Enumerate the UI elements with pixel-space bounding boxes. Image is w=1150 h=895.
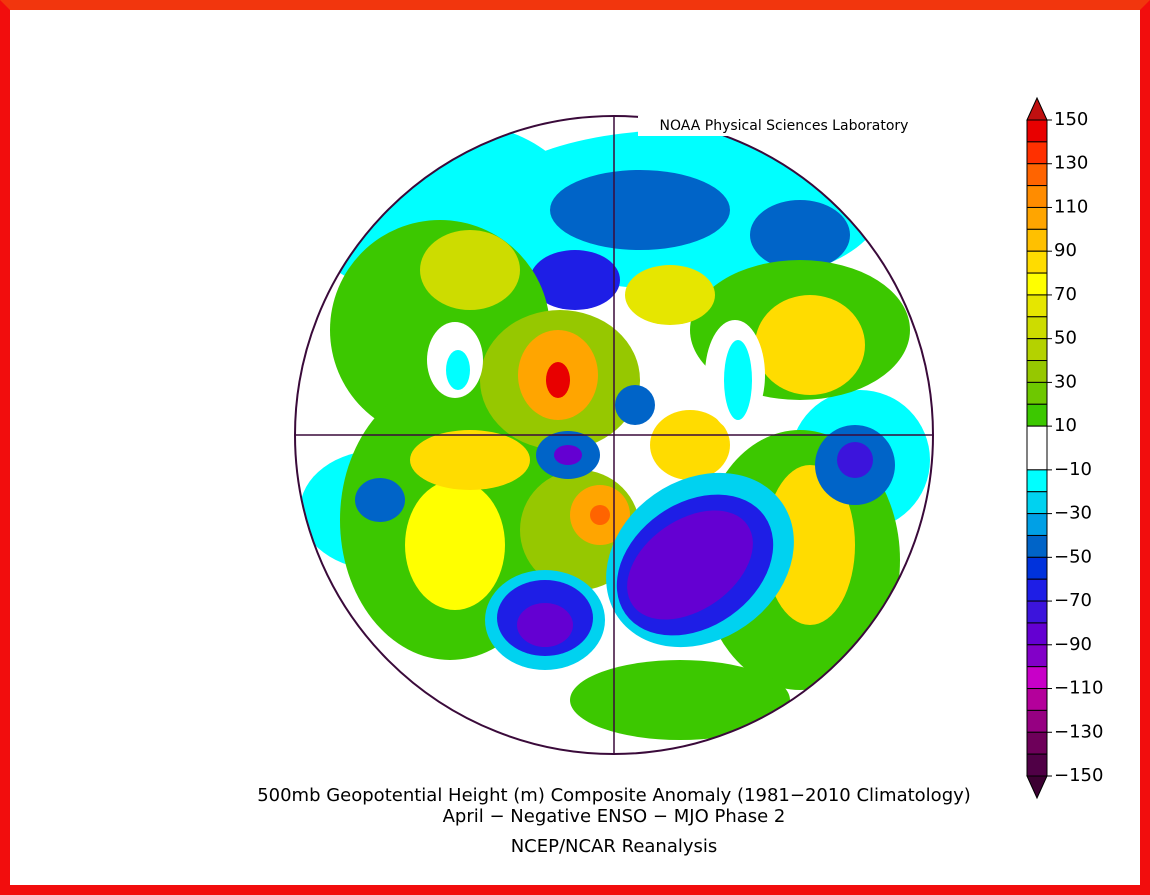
colorbar-box [1026, 513, 1048, 536]
title: 500mb Geopotential Height (m) Composite … [257, 785, 971, 806]
anomaly-region [405, 480, 505, 610]
colorbar-box [1026, 556, 1048, 580]
anomaly-region [546, 362, 570, 398]
colorbar-box [1026, 185, 1048, 208]
colorbar-box [1026, 688, 1048, 711]
anomaly-region [837, 442, 873, 478]
colorbar-label: 110 [1054, 196, 1088, 217]
colorbar-label: 70 [1054, 284, 1077, 305]
colorbar-box [1026, 250, 1048, 274]
credit-background [638, 116, 930, 136]
colorbar-box [1026, 578, 1048, 602]
colorbar-label: −50 [1054, 546, 1092, 567]
colorbar-box [1026, 294, 1048, 318]
colorbar-box [1026, 272, 1048, 296]
anomaly-region [570, 660, 790, 740]
anomaly-region [530, 250, 620, 310]
colorbar: 150 130 110 90 70 50 30 10 −10 −30 −50 −70 −90 −110 −1… [1026, 96, 1103, 800]
anomaly-region [765, 465, 855, 625]
colorbar-box [1026, 119, 1048, 143]
colorbar-label: −90 [1054, 634, 1092, 655]
anomaly-region [410, 430, 530, 490]
colorbar-label: 30 [1054, 371, 1077, 392]
anomaly-region [420, 230, 520, 310]
colorbar-label: 10 [1054, 415, 1077, 436]
colorbar-box [1026, 644, 1048, 668]
anomaly-region [355, 478, 405, 522]
anomaly-region [554, 445, 582, 465]
colorbar-under [1026, 775, 1048, 800]
colorbar-label: 90 [1054, 240, 1077, 261]
credit: NOAA Physical Sciences Laboratory [660, 118, 909, 134]
anomaly-region [750, 200, 850, 270]
colorbar-label: −70 [1054, 590, 1092, 611]
source: NCEP/NCAR Reanalysis [511, 836, 718, 857]
colorbar-box [1026, 622, 1048, 646]
colorbar-box [1026, 360, 1048, 383]
colorbar-box [1026, 316, 1048, 340]
anomaly-region [615, 385, 655, 425]
colorbar-box [1026, 491, 1048, 515]
colorbar-box [1026, 228, 1048, 252]
anomaly-region [625, 265, 715, 325]
colorbar-box [1026, 425, 1048, 471]
colorbar-over [1026, 96, 1048, 121]
map-outline [294, 115, 934, 755]
colorbar-label: −150 [1054, 765, 1103, 786]
colorbar-label: 50 [1054, 328, 1077, 349]
colorbar-box [1026, 381, 1048, 405]
colorbar-box [1026, 403, 1048, 427]
anomaly-region [627, 510, 753, 620]
anomaly-region [724, 340, 752, 420]
colorbar-label: −110 [1054, 678, 1103, 699]
colorbar-box [1026, 141, 1048, 165]
colorbar-box [1026, 206, 1048, 230]
colorbar-label: 130 [1054, 153, 1088, 174]
colorbar-box [1026, 534, 1048, 558]
colorbar-label: −130 [1054, 721, 1103, 742]
anomaly-region [650, 410, 730, 480]
colorbar-box [1026, 600, 1048, 624]
map [295, 116, 933, 754]
colorbar-label: −10 [1054, 459, 1092, 480]
anomaly-region [755, 295, 865, 395]
colorbar-box [1026, 666, 1048, 690]
colorbar-box [1026, 753, 1048, 777]
colorbar-box [1026, 709, 1048, 733]
anomaly-region [446, 350, 470, 390]
anomaly-region [590, 505, 610, 525]
anomaly-region [550, 170, 730, 250]
colorbar-box [1026, 731, 1048, 755]
colorbar-label: 150 [1054, 109, 1088, 130]
anomaly-region [517, 603, 573, 647]
subtitle: April − Negative ENSO − MJO Phase 2 [443, 806, 786, 827]
colorbar-box [1026, 469, 1048, 493]
colorbar-box [1026, 163, 1048, 187]
colorbar-box [1026, 338, 1048, 362]
colorbar-label: −30 [1054, 503, 1092, 524]
